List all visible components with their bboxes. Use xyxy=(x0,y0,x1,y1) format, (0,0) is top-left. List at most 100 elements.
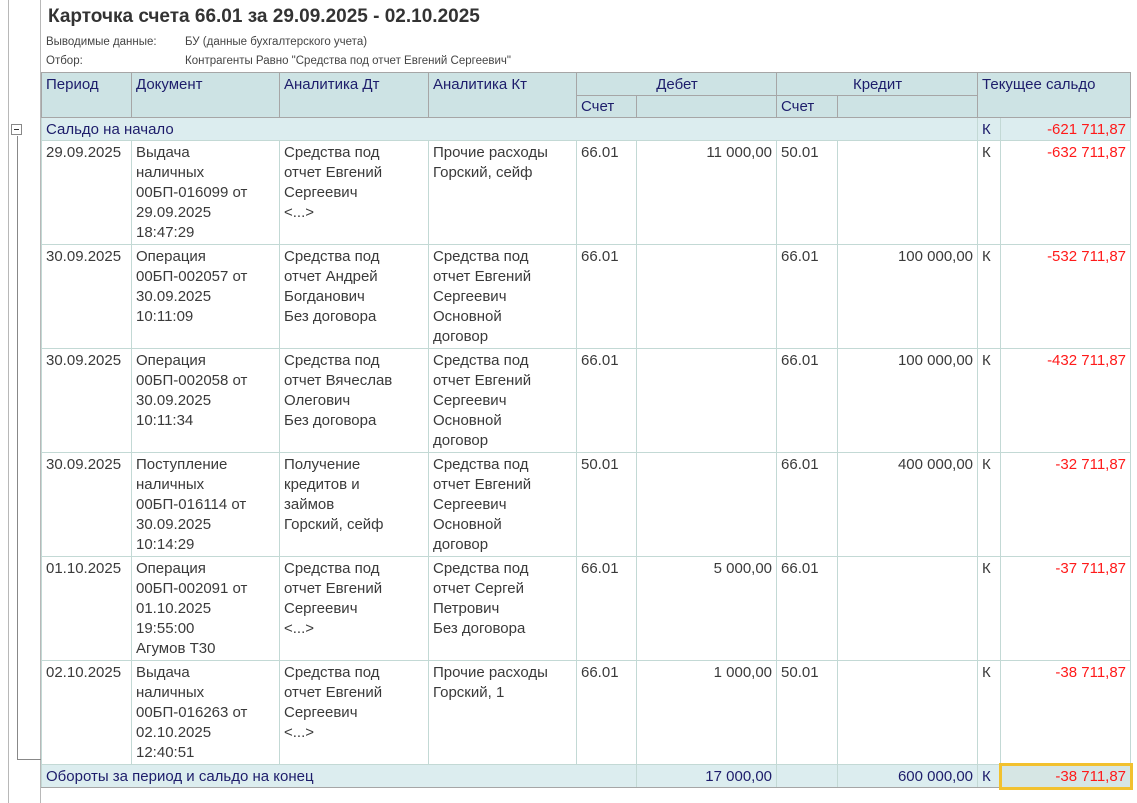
cell-line: 12:40:51 xyxy=(136,744,195,761)
table-row[interactable]: 30.09.2025 Операция 00БП-002057 от 30.09.20… xyxy=(41,244,1132,349)
cell-line: Горский, сейф xyxy=(284,516,384,533)
cell-line: наличных xyxy=(136,476,205,493)
debit-sum-cell xyxy=(635,452,778,557)
period-cell: 01.10.2025 xyxy=(41,556,132,661)
document-cell: Операция 00БП-002091 от 01.10.2025 19:55:00… xyxy=(131,556,280,661)
header-period[interactable]: Период xyxy=(41,72,132,118)
collapse-group-icon[interactable] xyxy=(11,124,22,135)
balance-side-cell: К xyxy=(977,140,1002,245)
header-debit[interactable]: Дебет xyxy=(575,72,778,96)
cell-line: Прочие расходы xyxy=(433,664,548,681)
total-credit-sum: 600 000,00 xyxy=(837,764,979,788)
cell-line: <...> xyxy=(284,620,315,637)
table-row[interactable]: 30.09.2025 Операция 00БП-002058 от 30.09.20… xyxy=(41,348,1132,453)
filter-line: Отбор: Контрагенты Равно "Средства под от… xyxy=(46,55,511,67)
analytics-dt-cell: Средства под отчет Вячеслав Олегович Без до… xyxy=(279,348,429,453)
debit-sum-cell: 11 000,00 xyxy=(635,140,778,245)
analytics-kt-cell: Средства под отчет Евгений Сергеевич Основн… xyxy=(428,348,577,453)
debit-account-cell: 66.01 xyxy=(576,348,637,453)
period-cell: 29.09.2025 xyxy=(41,140,132,245)
cell-line: Горский, 1 xyxy=(433,684,505,701)
cell-line: Без договора xyxy=(284,308,377,325)
cell-line: Операция xyxy=(136,248,206,265)
tree-line xyxy=(17,759,41,760)
total-balance-cell[interactable]: -38 711,87 xyxy=(998,762,1133,790)
analytics-dt-cell: Получение кредитов и займов Горский, сейф xyxy=(279,452,429,557)
debit-account-cell: 66.01 xyxy=(576,140,637,245)
credit-sum-cell: 400 000,00 xyxy=(837,452,979,557)
cell-line: Средства под xyxy=(284,560,380,577)
output-label: Выводимые данные: xyxy=(46,36,157,48)
document-cell: Операция 00БП-002057 от 30.09.2025 10:11:09 xyxy=(131,244,280,349)
cell-line: Сергеевич xyxy=(433,392,507,409)
cell-line: Выдача xyxy=(136,664,190,681)
opening-label: Сальдо на начало xyxy=(40,117,979,141)
analytics-kt-cell: Средства под отчет Сергей Петрович Без дого… xyxy=(428,556,577,661)
credit-account-cell: 66.01 xyxy=(776,452,839,557)
opening-balance-row[interactable]: Сальдо на начало К -621 711,87 xyxy=(40,117,1132,141)
credit-sum-cell xyxy=(837,140,979,245)
document-cell: Поступление наличных 00БП-016114 от 30.09.2… xyxy=(131,452,280,557)
period-cell: 30.09.2025 xyxy=(41,348,132,453)
credit-sum-cell xyxy=(837,660,979,765)
header-debit-sum xyxy=(635,95,778,118)
table-row[interactable]: 29.09.2025 Выдача наличных 00БП-016099 от 29… xyxy=(41,140,1132,245)
header-credit[interactable]: Кредит xyxy=(776,72,979,96)
cell-line: отчет Евгений xyxy=(284,684,383,701)
balance-cell: -32 711,87 xyxy=(1000,452,1132,557)
cell-line: 18:47:29 xyxy=(136,224,195,241)
cell-line: Основной xyxy=(433,516,502,533)
cell-line: Богданович xyxy=(284,288,365,305)
filter-value: Контрагенты Равно "Средства под отчет Ев… xyxy=(185,55,511,67)
cell-line: Сергеевич xyxy=(284,704,358,721)
header-document[interactable]: Документ xyxy=(131,72,280,118)
cell-line: Без договора xyxy=(433,620,526,637)
cell-line: 10:11:09 xyxy=(136,308,194,325)
document-cell: Выдача наличных 00БП-016099 от 29.09.2025 18… xyxy=(131,140,280,245)
period-cell: 30.09.2025 xyxy=(41,244,132,349)
balance-side-cell: К xyxy=(977,556,1002,661)
header-debit-account[interactable]: Счет xyxy=(576,95,637,118)
cell-line: займов xyxy=(284,496,335,513)
cell-line: Выдача xyxy=(136,144,190,161)
output-data-line: Выводимые данные: БУ (данные бухгалтерско… xyxy=(46,36,367,48)
cell-line: Прочие расходы xyxy=(433,144,548,161)
header-analytics-kt[interactable]: Аналитика Кт xyxy=(428,72,577,118)
total-side: К xyxy=(977,764,1002,788)
analytics-kt-cell: Средства под отчет Евгений Сергеевич Основн… xyxy=(428,452,577,557)
report-title: Карточка счета 66.01 за 29.09.2025 - 02.… xyxy=(48,6,480,27)
cell-line: Сергеевич xyxy=(284,184,358,201)
analytics-kt-cell: Прочие расходы Горский, 1 xyxy=(428,660,577,765)
analytics-kt-cell: Прочие расходы Горский, сейф xyxy=(428,140,577,245)
table-row[interactable]: 02.10.2025 Выдача наличных 00БП-016263 от 02… xyxy=(41,660,1132,765)
cell-line: Агумов Т30 xyxy=(136,640,216,657)
tree-line xyxy=(17,136,18,760)
analytics-dt-cell: Средства под отчет Евгений Сергеевич <...> xyxy=(279,660,429,765)
cell-line: Средства под xyxy=(284,664,380,681)
cell-line: отчет Сергей xyxy=(433,580,524,597)
cell-line: 00БП-002058 от xyxy=(136,372,248,389)
cell-line: Средства под xyxy=(433,352,529,369)
document-cell: Операция 00БП-002058 от 30.09.2025 10:11:34 xyxy=(131,348,280,453)
cell-line: 10:11:34 xyxy=(136,412,194,429)
header-balance[interactable]: Текущее сальдо xyxy=(977,72,1132,118)
table-row[interactable]: 30.09.2025 Поступление наличных 00БП-016114… xyxy=(41,452,1132,557)
cell-line: Сергеевич xyxy=(433,288,507,305)
cell-line: Без договора xyxy=(284,412,377,429)
balance-side-cell: К xyxy=(977,244,1002,349)
cell-line: 00БП-016263 от xyxy=(136,704,248,721)
cell-line: Получение xyxy=(284,456,361,473)
cell-line: отчет Евгений xyxy=(284,580,383,597)
cell-line: кредитов и xyxy=(284,476,360,493)
cell-line: 30.09.2025 xyxy=(136,392,212,409)
cell-line: Средства под xyxy=(433,248,529,265)
cell-line: 29.09.2025 xyxy=(136,204,212,221)
header-analytics-dt[interactable]: Аналитика Дт xyxy=(279,72,429,118)
totals-row[interactable]: Обороты за период и сальдо на конец 17 0… xyxy=(41,762,1133,790)
total-credit-account xyxy=(776,764,839,788)
cell-line: 10:14:29 xyxy=(136,536,195,553)
balance-cell: -632 711,87 xyxy=(1000,140,1132,245)
header-credit-account[interactable]: Счет xyxy=(776,95,839,118)
analytics-dt-cell: Средства под отчет Евгений Сергеевич <...> xyxy=(279,140,429,245)
table-row[interactable]: 01.10.2025 Операция 00БП-002091 от 01.10.20… xyxy=(41,556,1132,661)
